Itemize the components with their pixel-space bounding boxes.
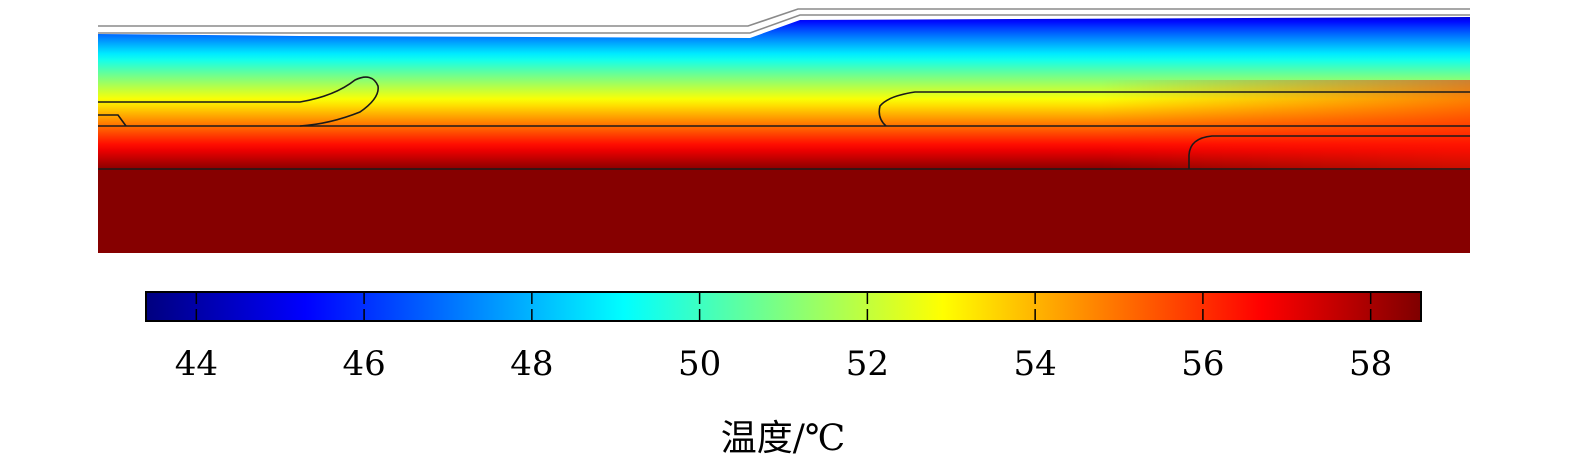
colorbar-tick-label: 46 [342,344,385,384]
colorbar-label: 温度/℃ [721,418,845,459]
right-rounded-end [878,91,1470,127]
temperature-field [98,17,1470,253]
colorbar-tick-label: 44 [175,344,218,384]
left-rounded-end [98,76,379,127]
colorbar-ticks [195,292,1372,321]
hotspot-region [1100,80,1470,170]
hot-zone-rounded-end [1188,135,1470,169]
colorbar-tick-label: 54 [1014,344,1057,384]
colorbar-tick-label: 48 [510,344,553,384]
top-surface-lines [98,8,1470,34]
layer-boundaries [98,76,1470,170]
colorbar-tick-labels: 44 46 48 50 52 54 56 58 [175,344,1393,384]
colorbar-tick-label: 56 [1181,344,1224,384]
colorbar-tick-label: 58 [1349,344,1392,384]
colorbar-body [145,291,1422,322]
left-small-step [98,114,127,127]
colorbar-tick-label: 52 [846,344,889,384]
colorbar-tick-label: 50 [678,344,721,384]
colorbar: 44 46 48 50 52 54 56 58 温度/℃ [145,291,1422,459]
